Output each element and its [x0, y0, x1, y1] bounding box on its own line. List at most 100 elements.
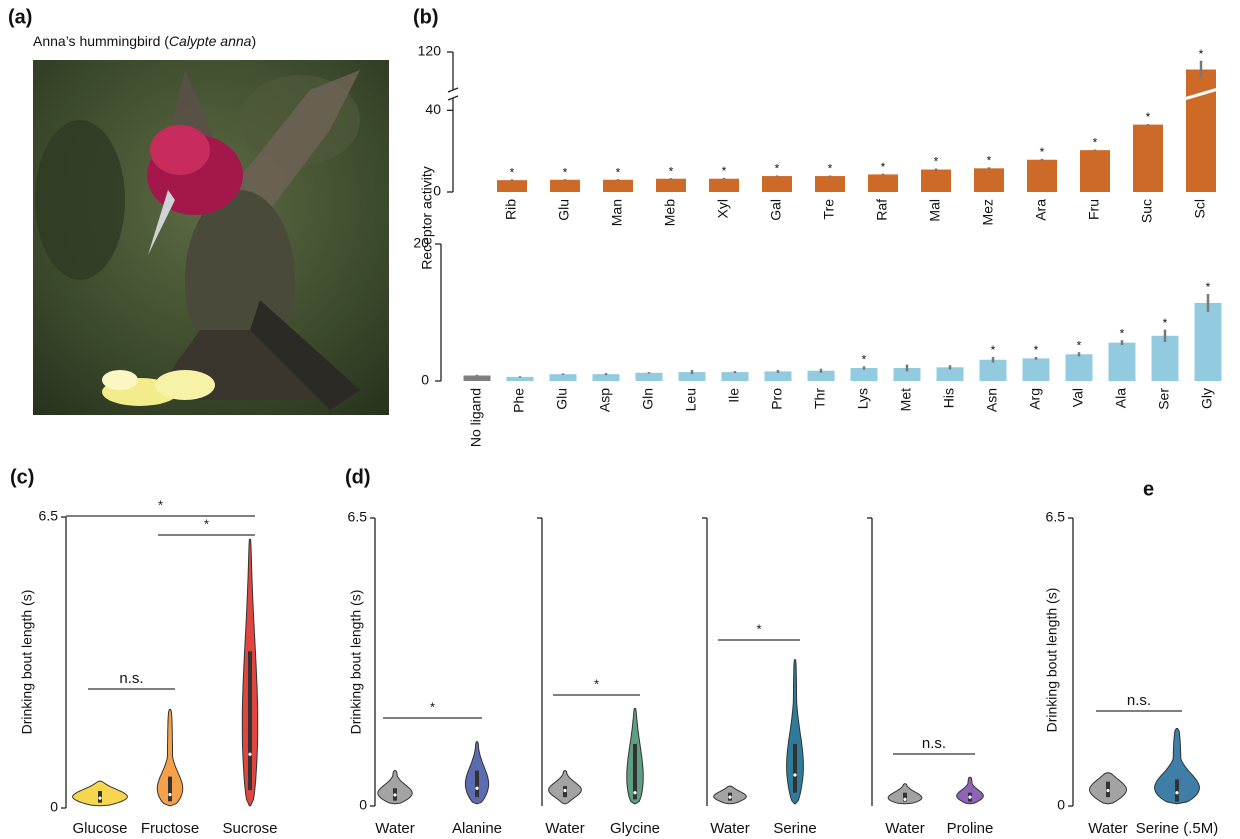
y-tick-label: 6.5 — [1046, 509, 1066, 525]
x-tick-label: Meb — [662, 199, 678, 226]
bar — [656, 179, 686, 192]
y-tick-label: 20 — [413, 235, 429, 251]
x-tick-label: Water — [885, 820, 924, 837]
x-tick-label: Mal — [927, 199, 943, 222]
panel-label: e — [1143, 478, 1154, 500]
bar — [851, 368, 878, 381]
significance-mark: * — [991, 343, 996, 357]
x-tick-label: Glucose — [72, 820, 127, 837]
bar — [550, 180, 580, 192]
x-tick-label: Met — [898, 388, 914, 411]
significance-mark: * — [616, 165, 621, 179]
bar — [980, 360, 1007, 381]
violin-median — [563, 789, 566, 792]
significance-label: * — [756, 621, 761, 636]
x-tick-label: Fructose — [141, 820, 199, 837]
y-tick-label: 6.5 — [348, 509, 368, 525]
y-tick-label: 6.5 — [39, 508, 59, 524]
violin-box — [475, 771, 479, 798]
caption-species: Calypte anna — [169, 33, 252, 49]
x-tick-label: Raf — [874, 199, 890, 221]
x-tick-label: Suc — [1139, 199, 1155, 223]
photo — [33, 60, 389, 415]
violin-box — [248, 651, 252, 790]
x-tick-label: Glu — [554, 388, 570, 410]
x-tick-label: Water — [1088, 820, 1127, 837]
y-tick-label: 0 — [359, 797, 367, 813]
x-tick-label: Mez — [980, 199, 996, 225]
significance-mark: * — [1199, 47, 1204, 61]
bar — [1186, 70, 1216, 193]
x-tick-label: Thr — [812, 388, 828, 409]
significance-mark: * — [1040, 145, 1045, 159]
significance-mark: * — [1120, 326, 1125, 340]
x-tick-label: Man — [609, 199, 625, 226]
bar — [868, 174, 898, 192]
x-tick-label: Scl — [1192, 199, 1208, 218]
x-tick-label: Ala — [1113, 388, 1129, 408]
significance-mark: * — [934, 155, 939, 169]
violin-median — [475, 787, 478, 790]
x-tick-label: His — [941, 388, 957, 408]
caption-text: Anna’s hummingbird ( — [33, 33, 169, 49]
bar — [815, 176, 845, 192]
bar — [765, 371, 792, 381]
bar — [1195, 303, 1222, 381]
x-tick-label: Leu — [683, 388, 699, 411]
x-tick-label: Ile — [726, 388, 742, 403]
significance-label: n.s. — [1127, 692, 1151, 709]
x-tick-label: Water — [710, 820, 749, 837]
violin-median — [393, 793, 396, 796]
bar — [1066, 354, 1093, 381]
violin-box — [793, 744, 797, 793]
bar — [1133, 125, 1163, 192]
y-tick-label: 0 — [50, 799, 58, 815]
x-tick-label: Tre — [821, 199, 837, 220]
x-tick-label: No ligand — [468, 388, 484, 447]
significance-mark: * — [563, 165, 568, 179]
bar — [1023, 358, 1050, 381]
violin-median — [1106, 789, 1109, 792]
violin-median — [793, 773, 796, 776]
significance-label: n.s. — [922, 735, 946, 752]
x-tick-label: Gln — [640, 388, 656, 410]
bar — [1080, 150, 1110, 192]
bar — [1152, 336, 1179, 381]
y-tick-label: 120 — [418, 43, 442, 59]
x-tick-label: Gal — [768, 199, 784, 221]
significance-mark: * — [862, 352, 867, 366]
bar — [464, 376, 491, 381]
page: {"panel_a": {"label": "(a)", "caption": … — [0, 0, 1240, 839]
y-tick-label: 40 — [425, 101, 441, 117]
significance-label: n.s. — [119, 670, 143, 687]
x-tick-label: Water — [545, 820, 584, 837]
x-tick-label: Pro — [769, 388, 785, 410]
violin-median — [633, 791, 636, 794]
x-tick-label: Glycine — [610, 820, 660, 837]
panel-label: (b) — [413, 6, 439, 28]
violin-median — [903, 798, 906, 801]
significance-mark: * — [1206, 280, 1211, 294]
violin-median — [168, 793, 171, 796]
x-tick-label: Gly — [1199, 388, 1215, 409]
significance-mark: * — [881, 160, 886, 174]
x-tick-label: Phe — [511, 388, 527, 413]
panel-label: (d) — [345, 466, 371, 488]
violin-median — [728, 796, 731, 799]
x-tick-label: Ara — [1033, 199, 1049, 221]
significance-label: * — [430, 699, 435, 714]
significance-mark: * — [669, 164, 674, 178]
bar — [921, 170, 951, 192]
bar — [1027, 160, 1057, 192]
x-tick-label: Fru — [1086, 199, 1102, 220]
x-tick-label: Rib — [503, 199, 519, 220]
significance-label: * — [594, 676, 599, 691]
x-tick-label: Asn — [984, 388, 1000, 412]
y-axis-label: Drinking bout length (s) — [1044, 588, 1060, 733]
bar — [497, 180, 527, 192]
y-axis-label: Drinking bout length (s) — [348, 590, 364, 735]
x-tick-label: Arg — [1027, 388, 1043, 410]
bar — [550, 374, 577, 381]
x-tick-label: Serine (.5M) — [1136, 820, 1219, 837]
bar — [709, 179, 739, 192]
